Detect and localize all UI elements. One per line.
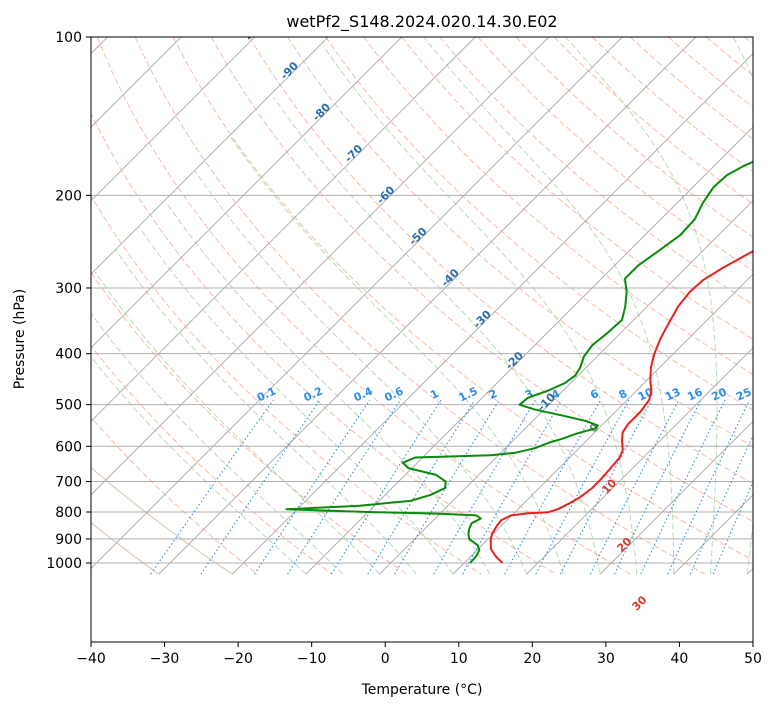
x-tick-label: 20 — [523, 651, 541, 667]
moist-adiabat — [565, 37, 718, 575]
x-tick-label: −20 — [223, 651, 253, 667]
dry-adiabat — [91, 345, 333, 575]
dry-adiabat — [96, 37, 631, 575]
y-tick-label: 500 — [55, 398, 82, 414]
mixing-ratio-line — [330, 399, 442, 575]
mixing-ratio-label: 20 — [710, 385, 730, 403]
mixing-ratio-label: 13 — [663, 385, 682, 403]
mixing-ratio-line — [504, 399, 602, 575]
y-tick-label: 200 — [55, 188, 82, 204]
mixing-ratio-line — [640, 399, 726, 575]
chart-title: wetPf2_S148.2024.020.14.30.E02 — [286, 12, 557, 32]
mixing-ratio-line — [254, 399, 371, 575]
y-tick-label: 800 — [55, 505, 82, 521]
x-tick-label: −10 — [297, 651, 327, 667]
plot-background — [91, 37, 753, 642]
y-tick-label: 900 — [55, 532, 82, 548]
isotherm-gridline — [91, 37, 550, 496]
y-tick-label: 100 — [55, 30, 82, 46]
dry-adiabat — [210, 37, 753, 522]
moist-adiabat — [423, 37, 675, 575]
y-tick-label: 300 — [55, 281, 82, 297]
y-tick-label: 1000 — [46, 556, 82, 572]
tan-adiabat — [91, 466, 233, 575]
x-tick-label: 50 — [744, 651, 762, 667]
profile-lines — [285, 160, 753, 564]
y-tick-label: 600 — [55, 439, 82, 455]
mixing-ratio-line — [689, 434, 753, 575]
isotherm-gridline — [91, 37, 476, 423]
tan-adiabat — [0, 37, 12, 574]
mixing-ratio-line — [433, 399, 536, 575]
x-tick-label: −30 — [150, 651, 180, 667]
x-tick-label: 40 — [671, 651, 689, 667]
x-axis-label: Temperature (°C) — [361, 682, 483, 698]
mixing-ratio-label: 16 — [685, 385, 705, 403]
isotherm-gridline — [91, 37, 403, 349]
y-tick-label: 700 — [55, 475, 82, 491]
moist-adiabat — [272, 96, 601, 575]
moist-adiabat — [91, 312, 344, 575]
moist-adiabat — [194, 171, 528, 575]
mixing-ratio-line — [367, 399, 476, 575]
tan-adiabat — [91, 521, 160, 575]
mixing-ratio-line — [462, 399, 563, 575]
dry-adiabat — [248, 37, 753, 485]
dry-adiabat — [91, 416, 258, 575]
dry-adiabat — [172, 37, 753, 561]
background-lines — [0, 37, 753, 575]
isotherm-gridline — [91, 37, 329, 275]
mixing-ratio-label: 30 — [755, 385, 775, 403]
moist-adiabat — [115, 249, 417, 575]
plot-frame — [90, 36, 754, 643]
isotherm-gridline — [158, 37, 697, 575]
temperature-profile — [489, 250, 753, 564]
x-tick-label: 0 — [381, 651, 390, 667]
mixing-ratio-line — [712, 480, 753, 575]
isotherm-gridline — [305, 126, 753, 575]
moist-adiabat — [322, 45, 638, 575]
mixing-ratio-line — [287, 399, 401, 575]
dry-adiabat — [325, 37, 753, 411]
isotherm-gridline — [599, 420, 753, 575]
dewpoint-profile — [285, 160, 753, 564]
moist-adiabat — [165, 201, 491, 575]
dry-adiabat — [134, 37, 706, 575]
isotherm-gridline — [379, 199, 753, 575]
isotherm-gridline — [232, 52, 753, 575]
x-tick-label: −40 — [76, 651, 106, 667]
y-axis-label: Pressure (hPa) — [12, 289, 28, 389]
y-tick-label: 400 — [55, 347, 82, 363]
dry-adiabat — [91, 112, 557, 575]
isotherm-gridline — [91, 37, 256, 202]
moist-adiabat — [732, 37, 753, 575]
moist-adiabat — [138, 227, 454, 575]
axes-ticks: −40 −30 −20 −10 0 10 20 30 40 50 100 200 300 400 500 60… — [46, 30, 762, 667]
moist-adiabat — [94, 271, 380, 575]
warm-isotherm-label: 40 — [645, 652, 665, 672]
isotherm-gridline — [91, 37, 182, 128]
x-tick-label: 10 — [450, 651, 468, 667]
mixing-ratio-label: 25 — [734, 385, 753, 403]
dry-adiabat — [287, 37, 753, 448]
isotherm-gridline — [452, 273, 753, 575]
isotherm-gridline — [526, 347, 753, 575]
mixing-ratio-line — [394, 399, 500, 575]
x-tick-label: 30 — [597, 651, 615, 667]
isotherm-gridline — [91, 37, 623, 570]
moist-adiabat — [91, 356, 307, 575]
dry-adiabat — [91, 271, 407, 575]
